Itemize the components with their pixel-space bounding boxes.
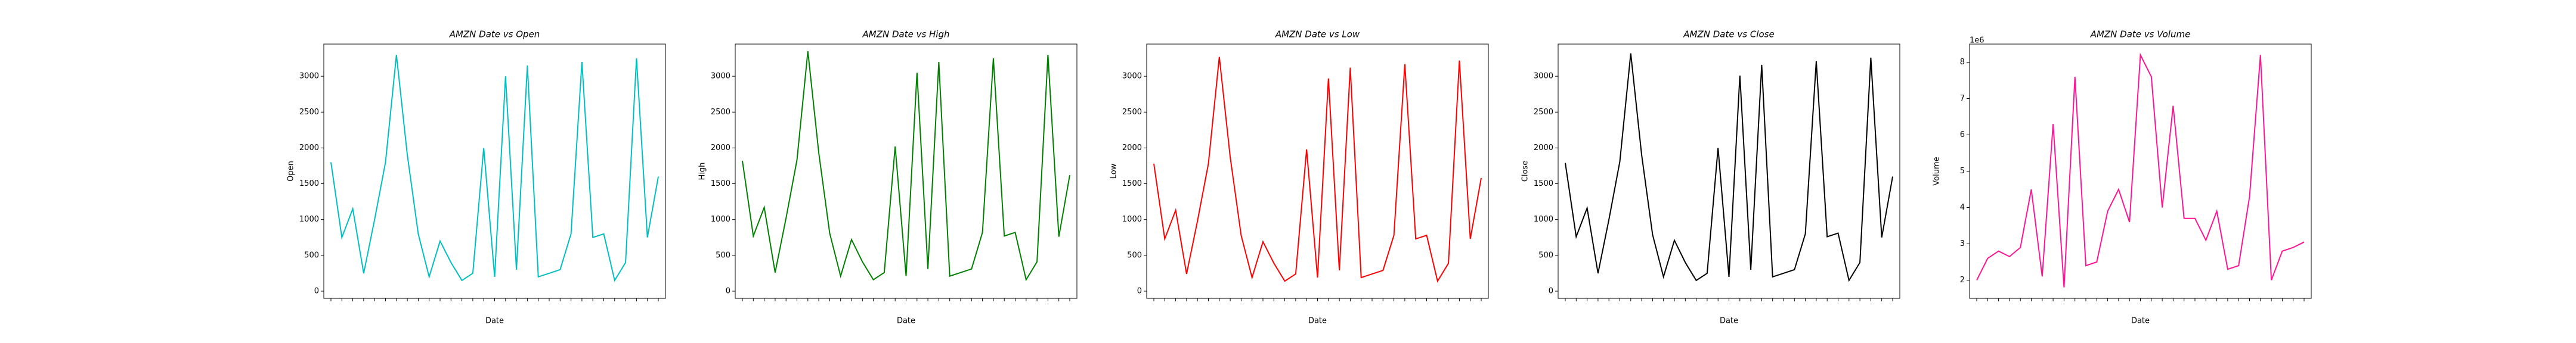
y-tick-label: 3000 bbox=[711, 72, 730, 81]
plot-area bbox=[323, 43, 666, 299]
y-tick-label: 6 bbox=[1960, 130, 1965, 139]
y-tick-label: 1500 bbox=[1534, 179, 1553, 188]
chart-title: AMZN Date vs High bbox=[862, 29, 949, 40]
y-tick-label: 1500 bbox=[711, 179, 730, 188]
y-axis-label: High bbox=[698, 163, 707, 180]
chart-title: AMZN Date vs Close bbox=[1683, 29, 1774, 40]
x-axis-label: Date bbox=[485, 317, 504, 326]
y-tick-label: 5 bbox=[1960, 167, 1965, 176]
y-tick-label: 2000 bbox=[1534, 144, 1553, 152]
data-line bbox=[330, 54, 659, 282]
chart-title: AMZN Date vs Volume bbox=[2090, 29, 2191, 40]
y-tick-label: 3000 bbox=[1122, 72, 1142, 81]
y-axis-label: Volume bbox=[1933, 157, 1942, 185]
y-tick-label: 2500 bbox=[1122, 108, 1142, 117]
y-tick-label: 4 bbox=[1960, 203, 1965, 212]
y-tick-label: 500 bbox=[1127, 251, 1142, 260]
y-tick-label: 8 bbox=[1960, 58, 1965, 67]
y-axis-label: Open bbox=[287, 161, 296, 182]
data-line bbox=[1565, 53, 1893, 282]
y-tick-label: 1000 bbox=[711, 215, 730, 224]
y-tick-label: 0 bbox=[1137, 286, 1142, 295]
y-tick-label: 2500 bbox=[1534, 108, 1553, 117]
offset-label: 1e6 bbox=[1970, 36, 1984, 45]
y-tick-label: 1500 bbox=[299, 179, 319, 188]
x-axis-label: Date bbox=[897, 317, 915, 326]
y-tick-label: 1000 bbox=[1122, 215, 1142, 224]
y-tick-label: 500 bbox=[1538, 251, 1553, 260]
y-tick-label: 2000 bbox=[711, 144, 730, 152]
y-tick-label: 7 bbox=[1960, 94, 1965, 103]
plot-area bbox=[1146, 43, 1489, 299]
data-line bbox=[742, 51, 1070, 282]
y-tick-label: 0 bbox=[1549, 286, 1553, 295]
y-tick-label: 2500 bbox=[711, 108, 730, 117]
y-tick-label: 3000 bbox=[1534, 72, 1553, 81]
x-axis-label: Date bbox=[1308, 317, 1327, 326]
chart-title: AMZN Date vs Low bbox=[1275, 29, 1360, 40]
y-tick-label: 0 bbox=[314, 286, 319, 295]
y-tick-label: 1500 bbox=[1122, 179, 1142, 188]
y-tick-label: 1000 bbox=[1534, 215, 1553, 224]
y-axis-label: Low bbox=[1110, 163, 1119, 179]
plot-area bbox=[1969, 43, 2312, 299]
y-tick-label: 3 bbox=[1960, 239, 1965, 248]
y-tick-label: 500 bbox=[304, 251, 319, 260]
x-axis-label: Date bbox=[1720, 317, 1738, 326]
chart-title: AMZN Date vs Open bbox=[449, 29, 540, 40]
y-tick-label: 2 bbox=[1960, 276, 1965, 285]
data-line bbox=[1976, 52, 2305, 288]
plot-area bbox=[735, 43, 1078, 299]
plot-area bbox=[1558, 43, 1900, 299]
y-tick-label: 2000 bbox=[299, 144, 319, 152]
y-tick-label: 2000 bbox=[1122, 144, 1142, 152]
y-tick-label: 1000 bbox=[299, 215, 319, 224]
y-tick-label: 0 bbox=[726, 286, 730, 295]
y-tick-label: 3000 bbox=[299, 72, 319, 81]
x-axis-label: Date bbox=[2131, 317, 2150, 326]
y-tick-label: 2500 bbox=[299, 108, 319, 117]
data-line bbox=[1153, 57, 1482, 283]
y-axis-label: Close bbox=[1521, 161, 1530, 182]
y-tick-label: 500 bbox=[716, 251, 730, 260]
